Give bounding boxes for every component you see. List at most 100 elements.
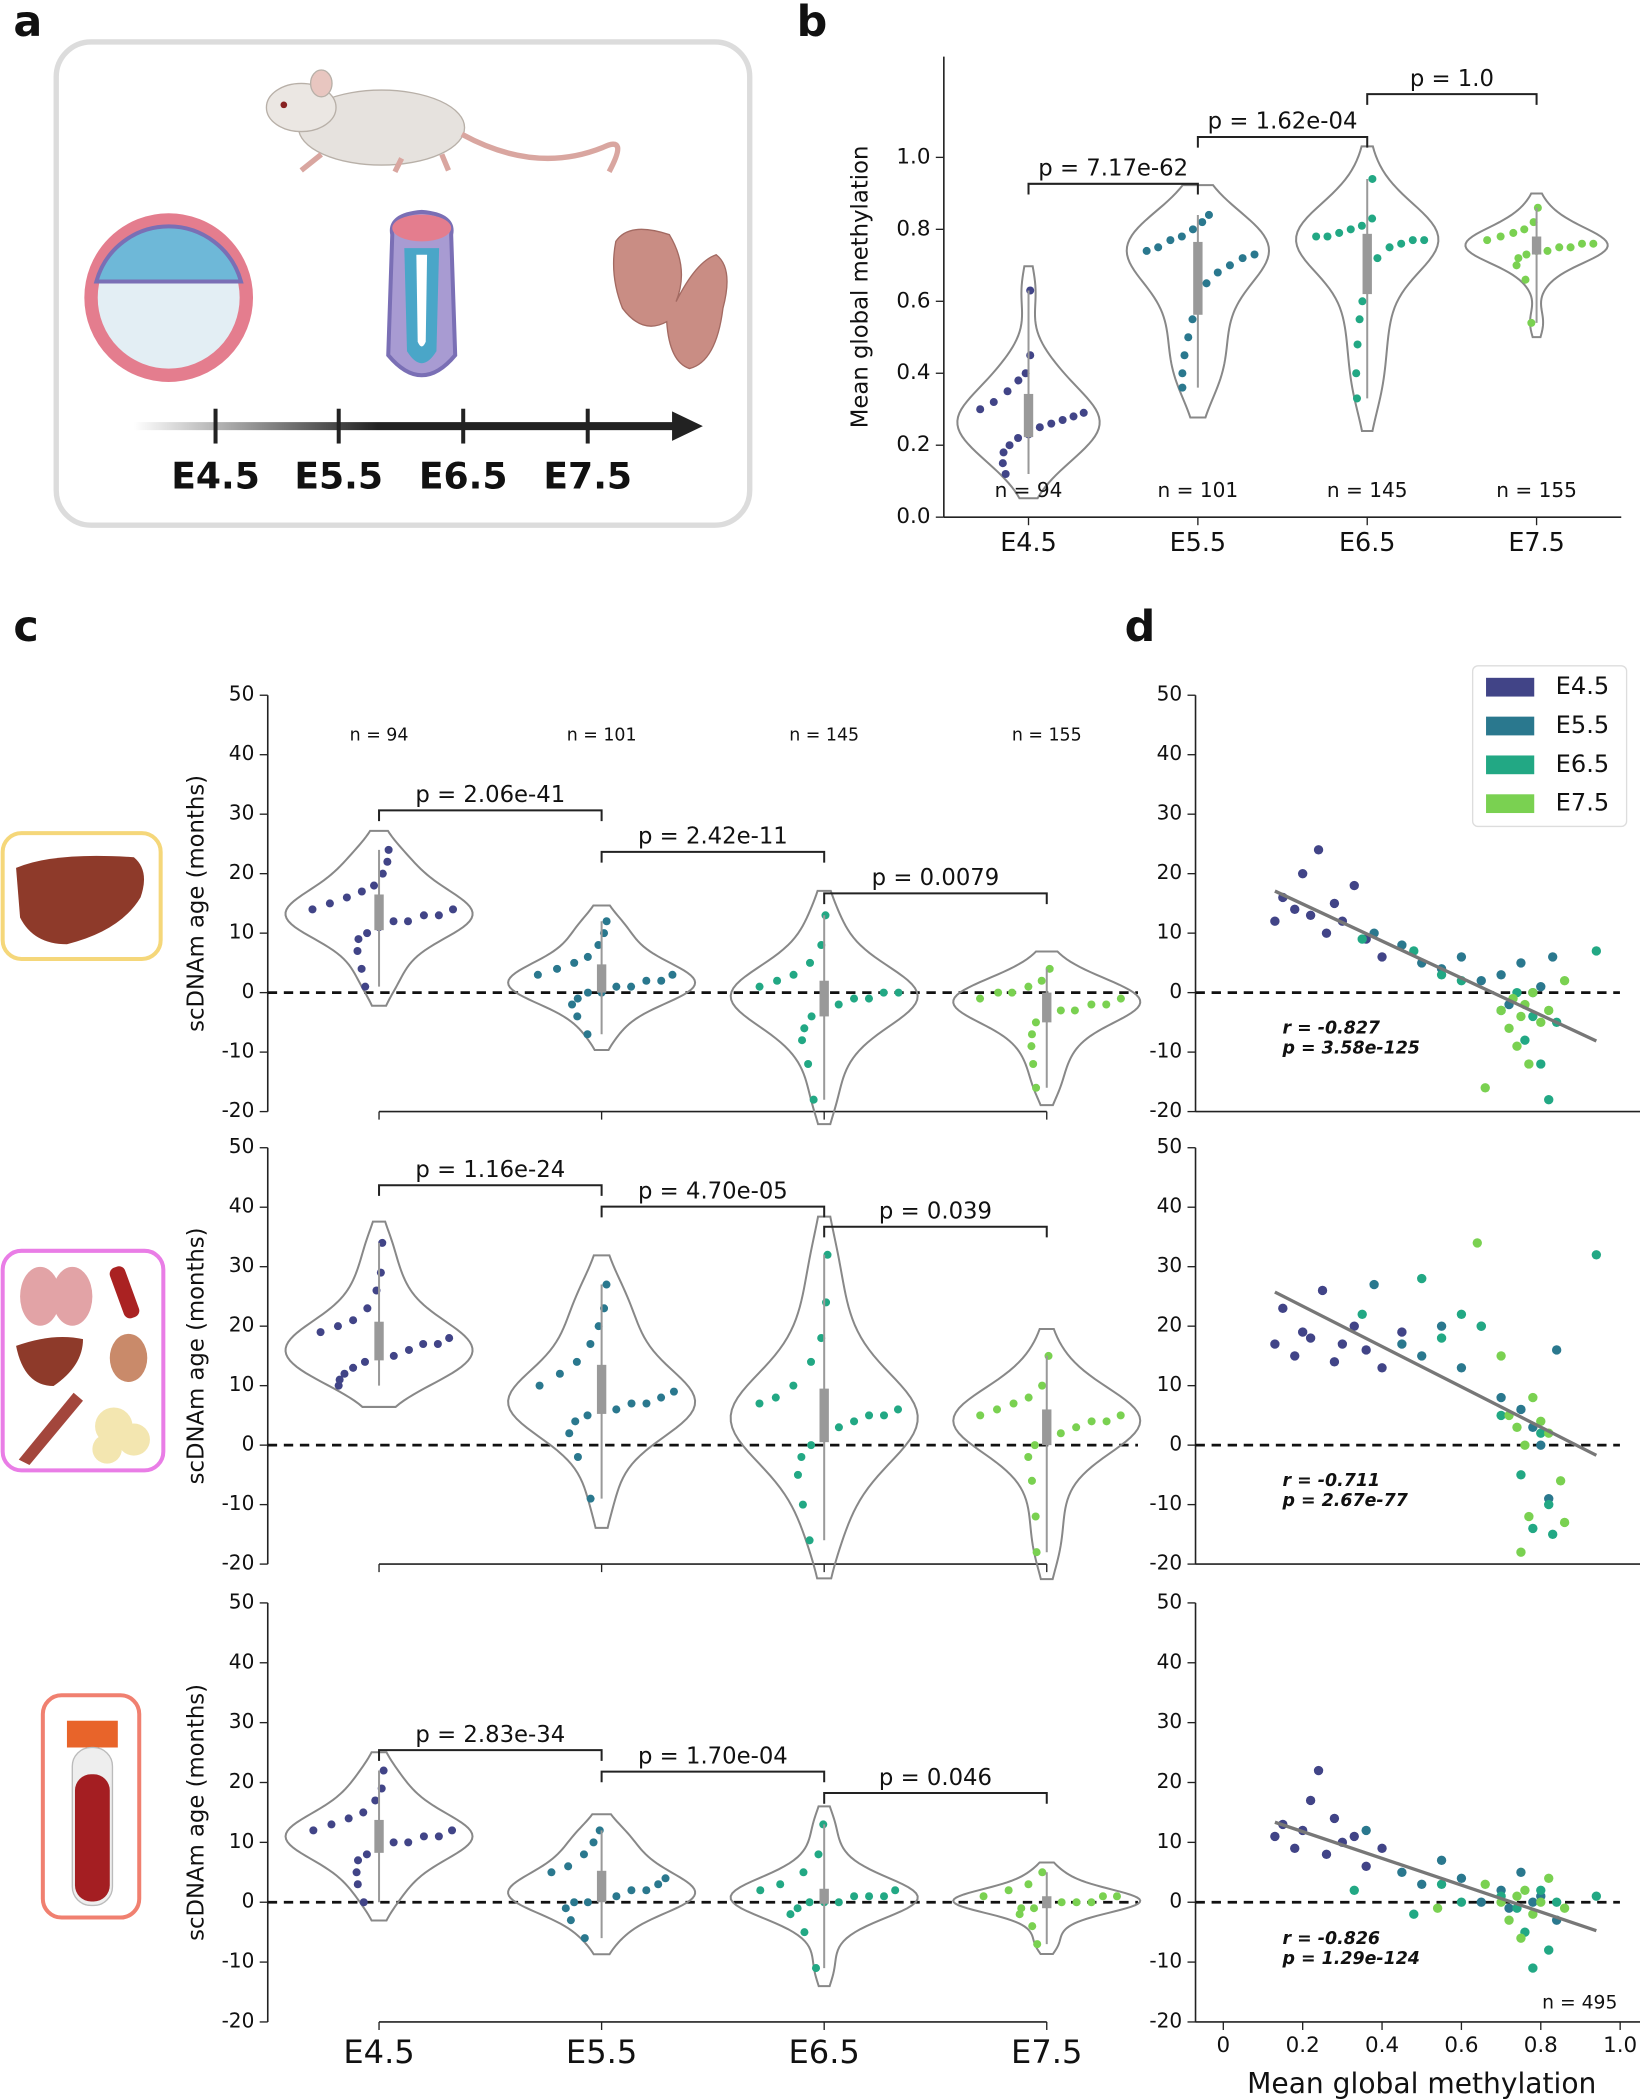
data-point [850,1417,859,1426]
data-point [1496,970,1506,980]
panel-label: c [13,602,38,652]
data-point [1072,1423,1081,1432]
data-point [661,1874,670,1883]
data-point [1007,988,1017,997]
violin [284,1751,474,1922]
data-point [1524,1059,1534,1069]
significance-bracket [823,1225,1048,1238]
data-point [799,1868,808,1877]
data-point [809,1095,818,1104]
data-point [657,1393,666,1402]
y-tick-label: 0 [242,1432,255,1456]
y-tick-label: 0 [1169,979,1182,1003]
p-value-label: p = 1.70e-04 [638,1743,788,1769]
data-point [602,917,611,926]
p-value-label: p = 1.16e-24 [415,1157,565,1183]
y-tick-label: 40 [229,741,255,765]
y-tick-label: 50 [1157,682,1183,706]
x-tick-label: 1.0 [1603,2033,1637,2058]
data-point [433,1339,442,1349]
data-point [363,929,372,938]
quartile-box [1042,992,1052,1023]
data-point [894,988,903,997]
data-point [1033,1940,1042,1949]
data-point [1198,218,1207,227]
legend-swatch [1486,755,1535,775]
data-point [1476,976,1486,986]
y-tick-label: 10 [1157,1372,1183,1396]
y-tick-label: -20 [222,1098,255,1122]
data-point [1373,254,1382,263]
violin [507,1254,697,1529]
data-point [976,405,985,414]
p-value-label: p = 1.62e-04 [1208,109,1358,135]
data-point [1369,1279,1379,1290]
y-tick-label: 10 [229,920,255,944]
data-point [1496,1392,1506,1403]
data-point [642,1399,651,1408]
violin [729,889,919,1126]
significance-bracket [600,850,826,863]
data-point [1154,243,1163,252]
data-point [573,1453,582,1462]
p-value-label: p = 7.17e-62 [1038,156,1188,182]
legend-frame [1471,665,1628,828]
data-point [553,964,562,973]
data-point [1014,376,1023,385]
r-annotation: r = -0.827 [1283,1019,1381,1039]
data-point [1361,1345,1371,1355]
y-tick-label: 50 [1157,1589,1183,1613]
data-point [1352,394,1362,403]
data-point [1188,225,1197,234]
data-point [309,1826,318,1835]
data-point [1178,383,1187,392]
n-label: n = 101 [567,725,637,745]
data-point [773,976,782,985]
data-point [1548,952,1558,962]
y-tick-label: 20 [229,1313,255,1337]
data-point [533,970,542,979]
significance-bracket [1196,135,1369,148]
data-point [564,1862,573,1871]
data-point [448,905,458,914]
data-point [1521,275,1530,284]
data-point [1024,1393,1033,1402]
p-value-label: p = 0.0079 [872,865,1000,891]
data-point [1420,236,1429,245]
data-point [363,1304,372,1313]
p-annotation: p = 1.29e-124 [1282,1949,1420,1969]
data-point [805,1898,814,1907]
data-point [1116,994,1125,1003]
data-point [404,1838,413,1847]
y-tick-label: -10 [222,1949,255,1973]
data-point [1397,239,1406,248]
data-point [1397,1867,1407,1877]
data-point [1178,369,1187,378]
data-point [1305,910,1316,920]
data-point [642,976,651,985]
data-point [561,1904,570,1913]
data-point [1544,1005,1554,1016]
data-point [419,1339,428,1349]
data-point [998,459,1007,468]
data-point [1027,1476,1036,1485]
data-point [834,1000,843,1009]
blood-box [40,1693,142,1920]
data-point [1528,1392,1538,1403]
significance-bracket [378,1749,603,1761]
data-point [1270,1339,1280,1349]
p-value-label: p = 2.42e-11 [638,824,788,850]
stage-label: E5.5 [294,454,383,497]
significance-bracket [378,1184,603,1196]
data-point [789,1381,798,1390]
data-point [1180,351,1189,360]
data-point [570,1898,579,1907]
data-point [1321,928,1332,938]
data-point [797,1453,806,1462]
data-point [349,1363,358,1372]
data-point [1528,1909,1538,1919]
data-point [850,994,859,1003]
y-tick-label: 40 [229,1194,255,1218]
data-point [1047,419,1056,428]
data-point [1102,1000,1111,1009]
